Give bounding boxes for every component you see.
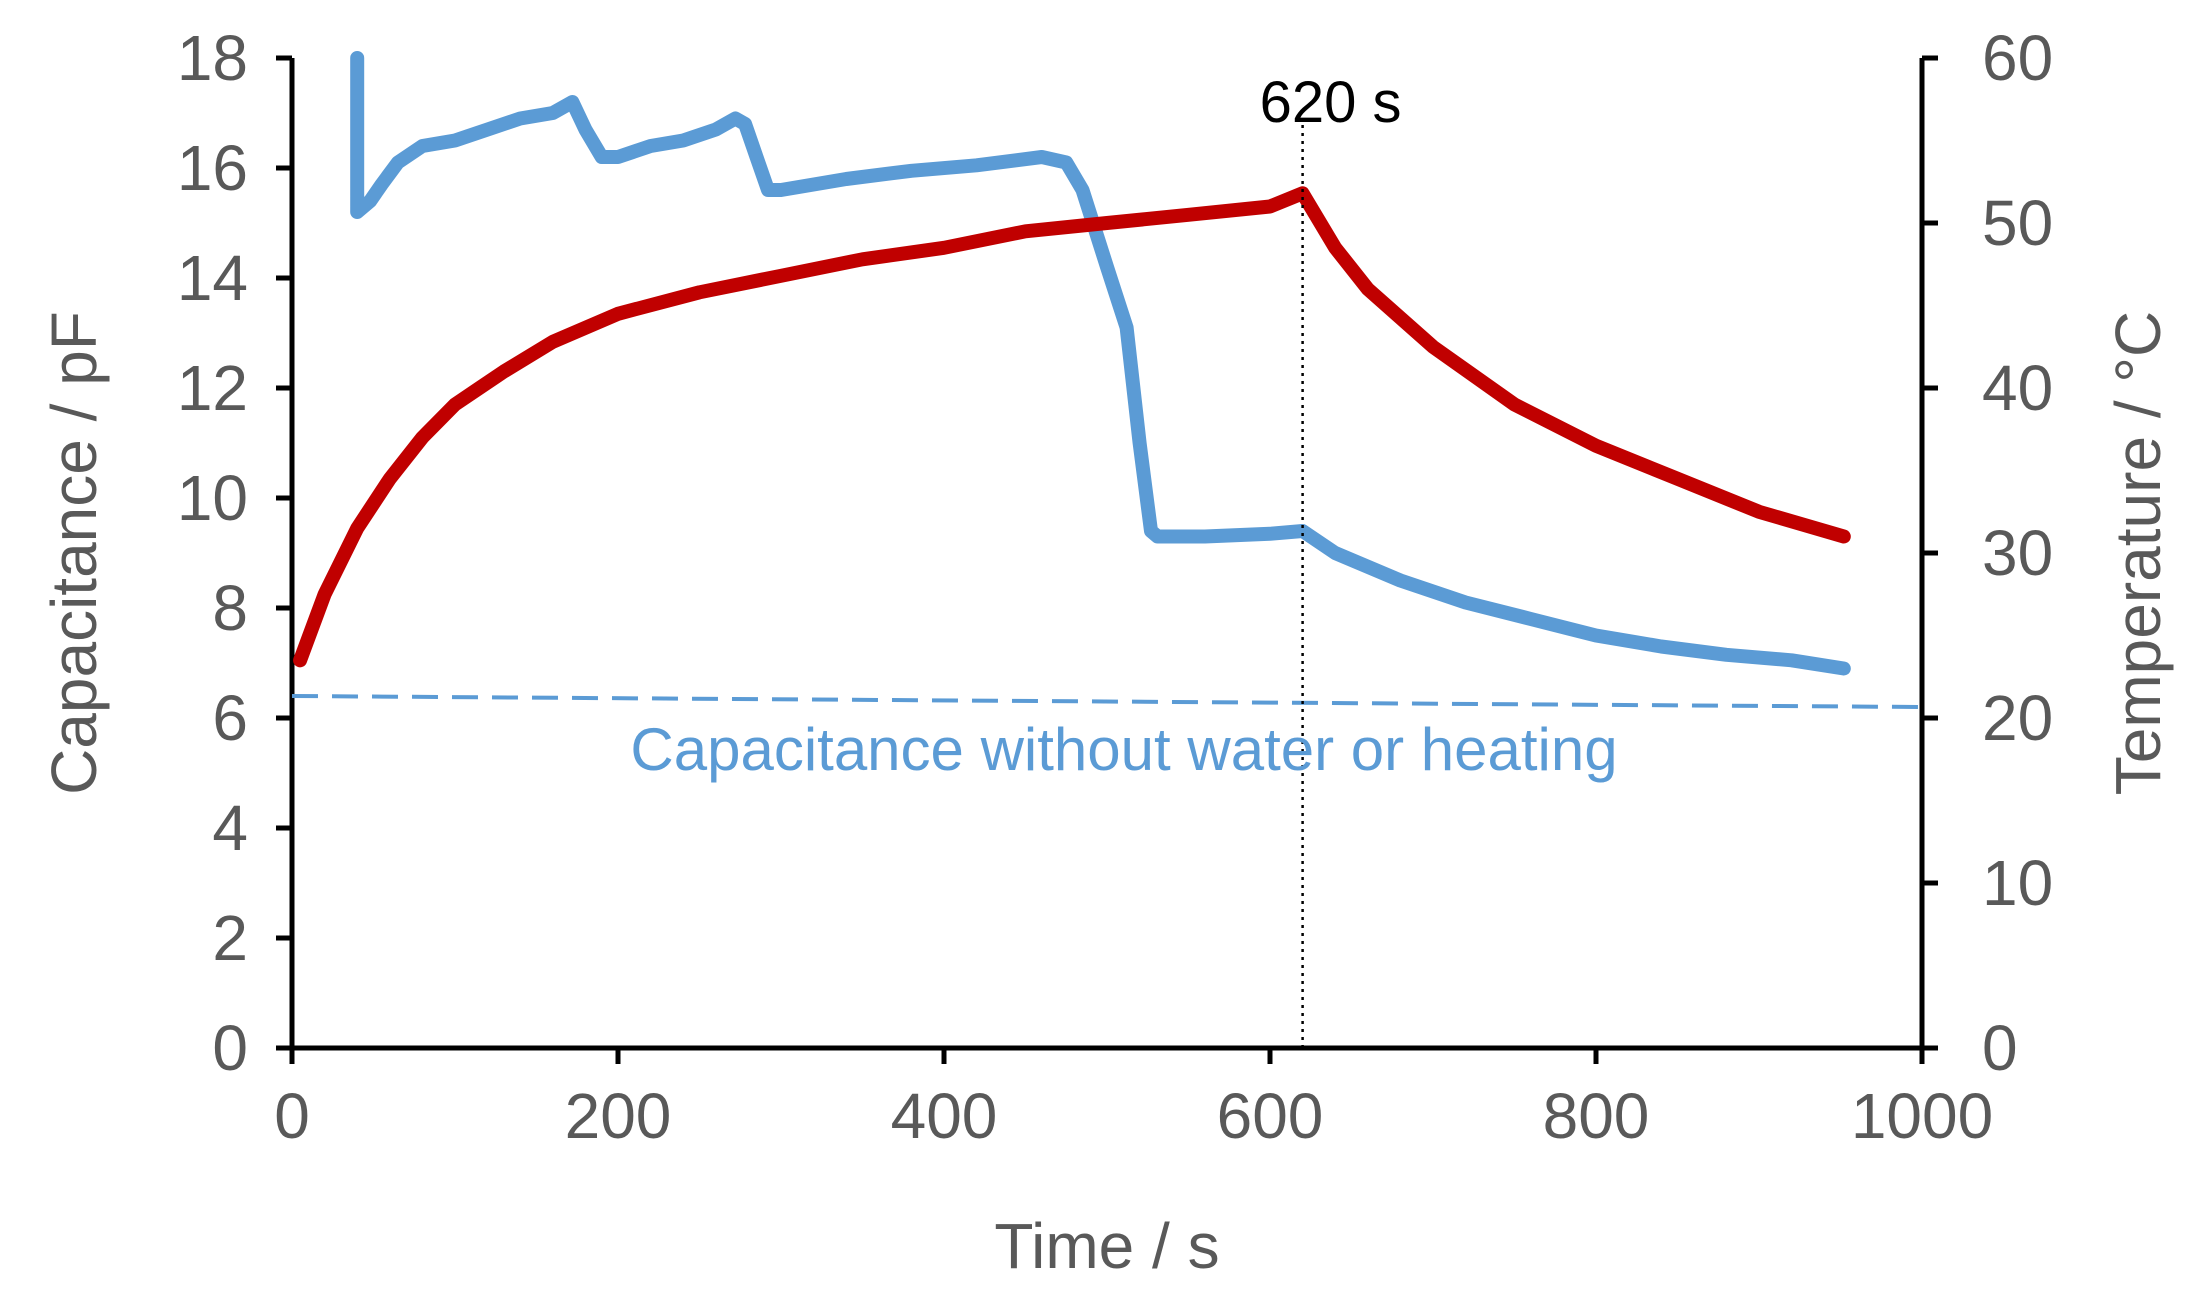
x-tick-label: 200 — [565, 1080, 672, 1152]
y-left-tick-label: 8 — [212, 572, 248, 644]
x-tick-label: 800 — [1543, 1080, 1650, 1152]
y-left-tick-label: 6 — [212, 682, 248, 754]
x-tick-label: 600 — [1217, 1080, 1324, 1152]
capacitance-series-line — [350, 51, 1851, 676]
baseline-dashed-line — [291, 694, 1923, 709]
temperature-series-line — [293, 186, 1851, 668]
annotation-620s-label: 620 s — [1260, 70, 1402, 135]
y-right-tick-label: 10 — [1982, 847, 2053, 919]
y-right-tick-label: 0 — [1982, 1012, 2018, 1084]
y-left-tick-label: 16 — [177, 132, 248, 204]
annotation-baseline-label: Capacitance without water or heating — [630, 716, 1617, 783]
y-left-tick-label: 18 — [177, 22, 248, 94]
y-right-tick-label: 50 — [1982, 187, 2053, 259]
y-left-axis-title: Capacitance / pF — [38, 311, 110, 795]
y-left-tick-label: 10 — [177, 462, 248, 534]
x-tick-label: 400 — [891, 1080, 998, 1152]
x-axis-title: Time / s — [994, 1210, 1219, 1282]
y-right-tick-label: 30 — [1982, 517, 2053, 589]
y-right-tick-label: 40 — [1982, 352, 2053, 424]
axes-layer: 0 200 400 600 800 100002468101214161801020304… — [177, 22, 2053, 1152]
x-tick-label: 1000 — [1851, 1080, 1993, 1152]
y-right-axis-title: Temperature / °C — [2102, 311, 2174, 795]
y-left-tick-label: 12 — [177, 352, 248, 424]
x-tick-label: 0 — [274, 1080, 310, 1152]
y-left-tick-label: 4 — [212, 792, 248, 864]
y-left-tick-label: 0 — [212, 1012, 248, 1084]
series-layer — [291, 51, 1923, 709]
y-right-tick-label: 20 — [1982, 682, 2053, 754]
y-left-tick-label: 14 — [177, 242, 248, 314]
y-left-tick-label: 2 — [212, 902, 248, 974]
y-right-tick-label: 60 — [1982, 22, 2053, 94]
